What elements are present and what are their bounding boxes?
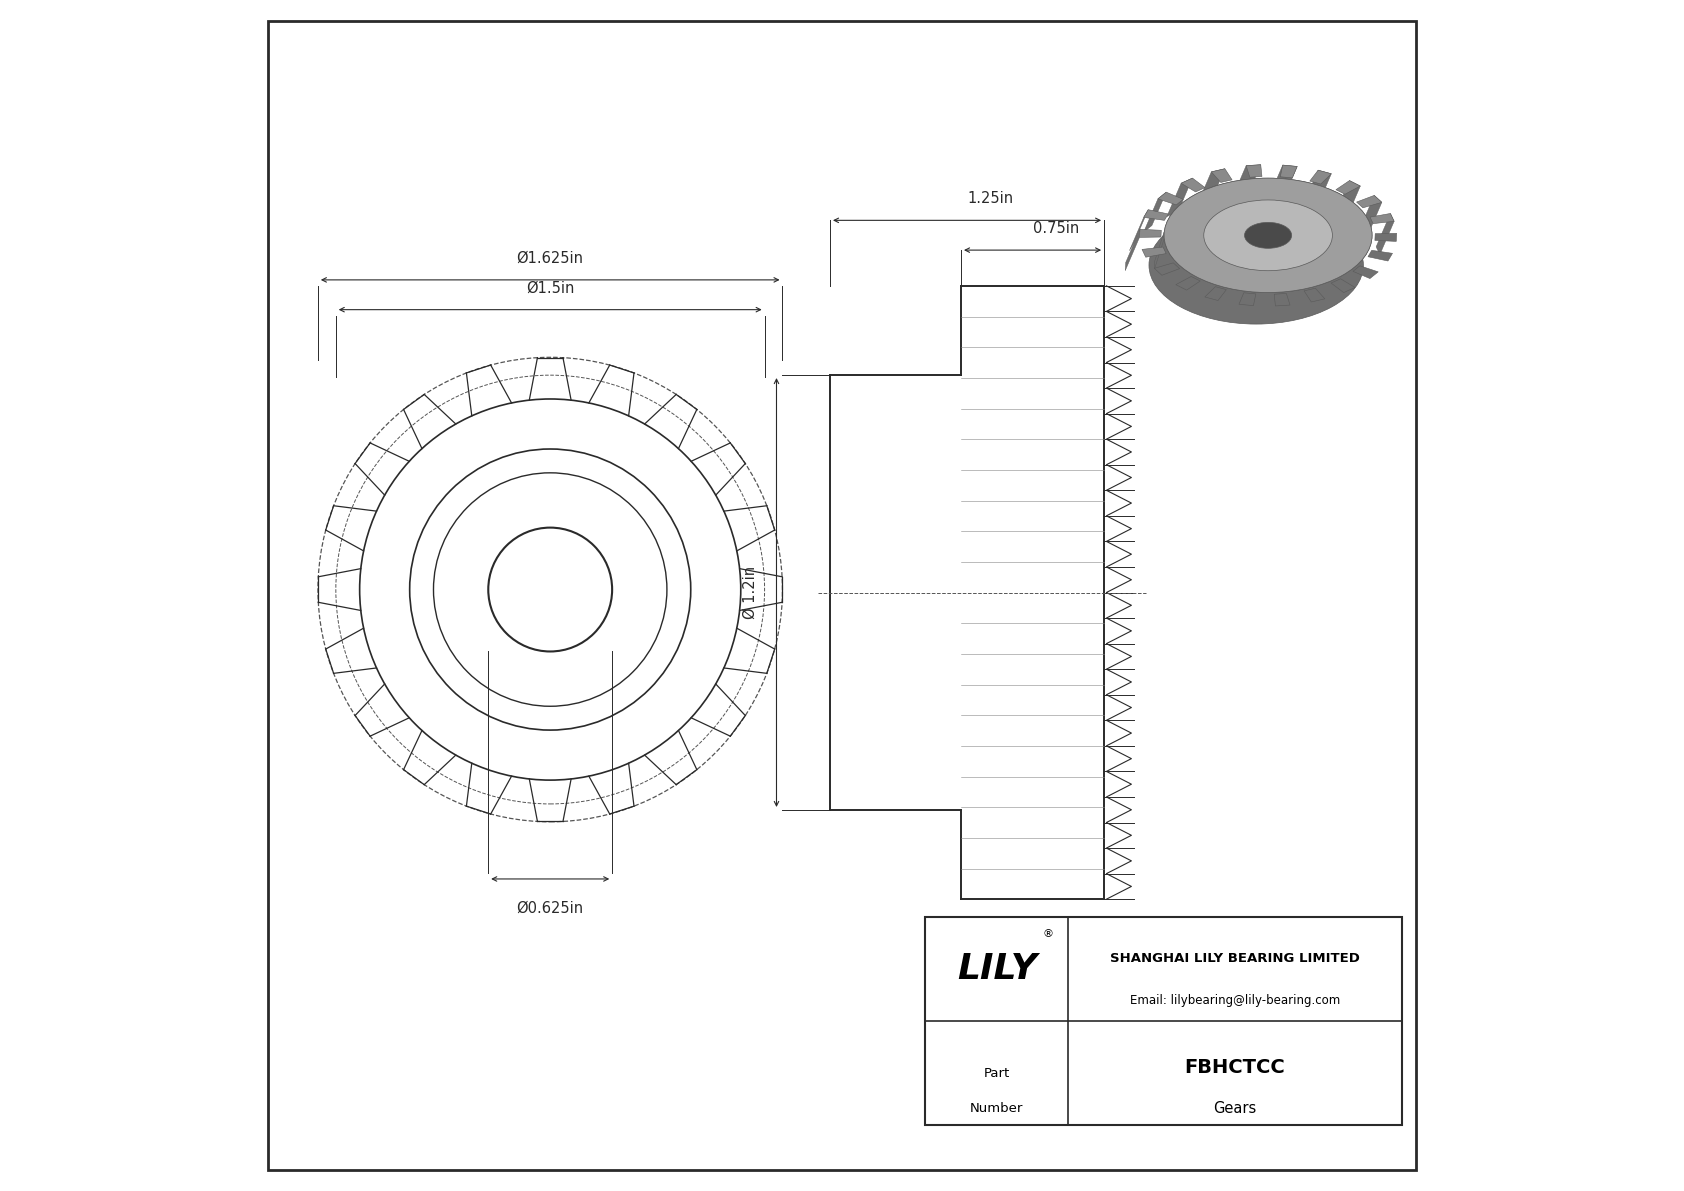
Polygon shape	[1335, 181, 1361, 194]
Polygon shape	[1130, 210, 1148, 250]
Text: Ø0.625in: Ø0.625in	[517, 900, 584, 916]
Polygon shape	[1310, 170, 1332, 183]
Polygon shape	[1167, 179, 1192, 217]
Polygon shape	[1239, 293, 1256, 306]
Text: Part: Part	[983, 1067, 1010, 1080]
Ellipse shape	[1148, 206, 1364, 324]
Polygon shape	[1154, 263, 1179, 275]
Polygon shape	[1374, 233, 1396, 242]
Polygon shape	[1376, 213, 1394, 255]
Polygon shape	[1367, 250, 1393, 261]
Polygon shape	[1140, 230, 1162, 237]
Polygon shape	[1143, 210, 1169, 220]
Text: Ø1.5in: Ø1.5in	[525, 280, 574, 295]
Polygon shape	[1330, 279, 1356, 293]
Polygon shape	[1303, 170, 1332, 207]
Polygon shape	[1303, 288, 1325, 303]
Ellipse shape	[1204, 200, 1332, 270]
Polygon shape	[1233, 164, 1261, 199]
Polygon shape	[1268, 166, 1297, 200]
Text: SHANGHAI LILY BEARING LIMITED: SHANGHAI LILY BEARING LIMITED	[1110, 953, 1361, 965]
Text: LILY: LILY	[957, 952, 1037, 986]
Polygon shape	[1125, 230, 1140, 270]
Ellipse shape	[1204, 200, 1332, 270]
Polygon shape	[1361, 195, 1383, 236]
Polygon shape	[1155, 232, 1164, 269]
Polygon shape	[1246, 164, 1261, 177]
Polygon shape	[1142, 247, 1165, 257]
Polygon shape	[1175, 276, 1201, 291]
Text: 1.25in: 1.25in	[968, 191, 1014, 206]
Text: FBHCTCC: FBHCTCC	[1184, 1058, 1285, 1077]
Polygon shape	[1143, 192, 1167, 232]
Ellipse shape	[1164, 179, 1372, 293]
Text: ®: ®	[1042, 929, 1054, 939]
Ellipse shape	[1244, 223, 1292, 248]
Polygon shape	[1204, 287, 1226, 300]
Polygon shape	[1159, 192, 1184, 205]
Polygon shape	[1275, 293, 1290, 306]
Polygon shape	[1357, 195, 1383, 207]
Text: 0.75in: 0.75in	[1034, 220, 1079, 236]
Polygon shape	[1371, 213, 1394, 224]
Text: Ø 1.2in: Ø 1.2in	[743, 566, 758, 619]
Polygon shape	[1335, 181, 1361, 219]
Polygon shape	[1280, 166, 1297, 177]
Text: Email: lilybearing@lily-bearing.com: Email: lilybearing@lily-bearing.com	[1130, 994, 1340, 1006]
Ellipse shape	[1164, 179, 1372, 293]
Polygon shape	[1211, 169, 1233, 182]
Polygon shape	[1352, 266, 1378, 279]
Text: Gears: Gears	[1214, 1102, 1256, 1116]
Ellipse shape	[1244, 223, 1292, 248]
Bar	[926, 917, 1401, 1125]
Polygon shape	[1180, 179, 1206, 192]
Text: Number: Number	[970, 1103, 1024, 1115]
Text: Ø1.625in: Ø1.625in	[517, 250, 584, 266]
Polygon shape	[1197, 169, 1224, 205]
